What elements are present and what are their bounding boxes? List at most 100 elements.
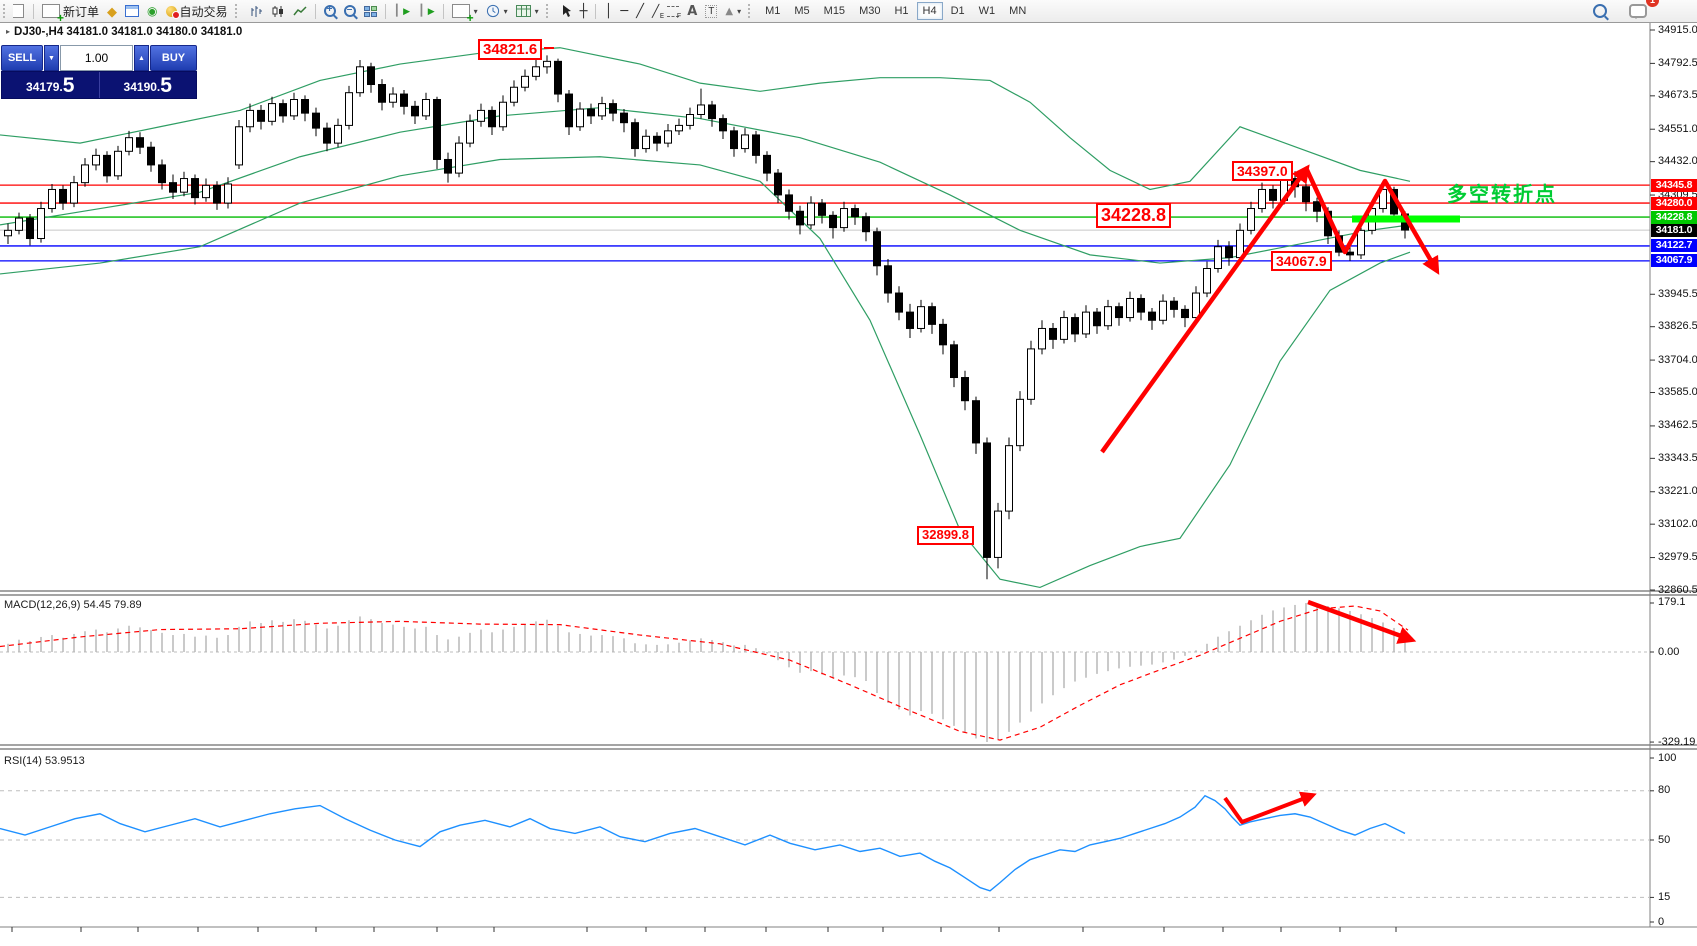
bollinger-band-lower[interactable] xyxy=(0,156,1411,589)
crosshair-icon: ┼ xyxy=(579,3,588,19)
buy-button[interactable]: BUY xyxy=(150,45,197,71)
timeframe-M5[interactable]: M5 xyxy=(788,2,815,20)
ask-price[interactable]: 34190. 5 xyxy=(98,72,197,98)
signals-button[interactable]: ◉ xyxy=(143,1,161,21)
candle-body xyxy=(48,188,56,210)
timeframe-W1[interactable]: W1 xyxy=(973,2,1002,20)
tile-windows-button[interactable] xyxy=(360,1,381,21)
volume-increase-button[interactable]: ▲ xyxy=(134,45,149,71)
crosshair-button[interactable]: ┼ xyxy=(576,1,592,21)
fibonacci-button[interactable]: F xyxy=(663,1,683,21)
search-button[interactable] xyxy=(1589,1,1611,21)
shapes-button[interactable]: ▲ ▾ xyxy=(721,1,745,21)
timeframe-M1[interactable]: M1 xyxy=(759,2,786,20)
candle-body xyxy=(730,130,738,150)
auto-scroll-button[interactable]: ┃ ▶ xyxy=(390,1,415,21)
candle-body xyxy=(1027,348,1035,400)
volume-decrease-button[interactable]: ▼ xyxy=(44,45,59,71)
periods-button[interactable]: ▾ xyxy=(482,1,512,21)
candle-body xyxy=(664,130,672,144)
candle-body xyxy=(477,109,485,122)
zoom-in-button[interactable]: + xyxy=(320,1,340,21)
timeframe-M15[interactable]: M15 xyxy=(818,2,851,20)
text-tool-button[interactable]: A xyxy=(683,1,701,21)
line-chart-icon xyxy=(292,5,307,15)
candle-body xyxy=(686,113,694,126)
candle-body xyxy=(81,164,89,184)
bid-price[interactable]: 34179. 5 xyxy=(2,72,99,98)
candle-body xyxy=(257,109,265,122)
toolbar-separator xyxy=(33,3,34,19)
candle-body xyxy=(323,127,331,144)
cursor-button[interactable] xyxy=(556,1,576,21)
sell-button[interactable]: SELL xyxy=(1,45,43,71)
line-chart-button[interactable] xyxy=(289,1,311,21)
candle-body xyxy=(1137,297,1145,313)
candle-body xyxy=(37,208,45,240)
candle-body xyxy=(213,184,221,204)
trendline-button[interactable]: ╱ xyxy=(632,1,648,21)
auto-trading-button[interactable]: 自动交易 xyxy=(162,1,232,21)
channel-icon: ╱ E xyxy=(651,4,665,20)
trend-arrow-macd[interactable] xyxy=(1307,599,1417,644)
candle-body xyxy=(367,66,375,86)
new-chart-window-button[interactable] xyxy=(121,1,143,21)
candle-body xyxy=(301,99,309,114)
candle-body xyxy=(1346,251,1354,256)
timeframe-H4[interactable]: H4 xyxy=(916,2,943,20)
candle-body xyxy=(917,306,925,329)
new-order-button[interactable]: 新订单 xyxy=(38,1,103,23)
candle-body xyxy=(1082,311,1090,335)
candle-body xyxy=(554,60,562,95)
trend-arrow-price-2[interactable] xyxy=(1304,169,1440,275)
ask-price-pip: 5 xyxy=(160,74,172,98)
toolbar-drag-handle[interactable] xyxy=(3,4,10,18)
chart-shift-button[interactable]: ┃ ▶ xyxy=(414,1,439,21)
trend-arrow-rsi[interactable] xyxy=(1223,791,1317,824)
vertical-line-button[interactable]: │ xyxy=(600,1,616,21)
ask-price-main: 34190. xyxy=(123,80,161,95)
label-tool-button[interactable]: T xyxy=(701,1,721,21)
volume-input[interactable]: 1.00 xyxy=(60,45,133,71)
candle-body xyxy=(807,202,815,226)
notification-count-badge: 1 xyxy=(1646,0,1659,7)
symbol-ohlc-text: DJ30-,H4 34181.0 34181.0 34180.0 34181.0 xyxy=(14,26,243,38)
toolbar-drag-handle[interactable] xyxy=(748,4,755,18)
candle-body xyxy=(818,202,826,216)
auto-trading-icon xyxy=(165,5,180,19)
toolbar-drag-handle[interactable] xyxy=(234,4,242,18)
indicators-button[interactable]: ▾ xyxy=(448,1,482,23)
candle-body xyxy=(345,92,353,126)
candle-body xyxy=(15,217,23,231)
bollinger-band-upper[interactable] xyxy=(0,47,1411,191)
candle-body xyxy=(59,188,67,204)
candle-body xyxy=(1104,306,1112,327)
timeframe-MN[interactable]: MN xyxy=(1003,2,1032,20)
candle-body xyxy=(653,135,661,144)
toolbar-drag-handle[interactable] xyxy=(545,4,553,18)
candle-body xyxy=(400,93,408,107)
timeframe-H1[interactable]: H1 xyxy=(888,2,914,20)
market-watch-button[interactable]: ◆ xyxy=(103,1,121,21)
zoom-out-button[interactable]: – xyxy=(340,1,360,21)
candle-body xyxy=(928,306,936,325)
candle-body xyxy=(829,214,837,229)
horizontal-line-button[interactable]: ─ xyxy=(616,1,632,21)
candle-body xyxy=(334,124,342,144)
candle-body xyxy=(290,99,298,117)
templates-button[interactable]: ▾ xyxy=(512,1,543,21)
trend-arrow-price-1[interactable] xyxy=(1100,164,1310,454)
candlestick-chart-button[interactable] xyxy=(267,1,289,21)
channel-button[interactable]: ╱ E xyxy=(648,1,665,21)
candle-body xyxy=(576,108,584,128)
candle-body xyxy=(961,377,969,402)
timeframe-M30[interactable]: M30 xyxy=(853,2,886,20)
clipped-toolbar-icon[interactable] xyxy=(13,3,29,19)
notifications-button[interactable]: 1 xyxy=(1625,0,1659,21)
candle-body xyxy=(268,103,276,122)
timeframe-D1[interactable]: D1 xyxy=(945,2,971,20)
bar-chart-button[interactable] xyxy=(245,1,267,21)
candlestick-icon xyxy=(272,5,283,17)
toolbar-separator xyxy=(595,3,597,19)
